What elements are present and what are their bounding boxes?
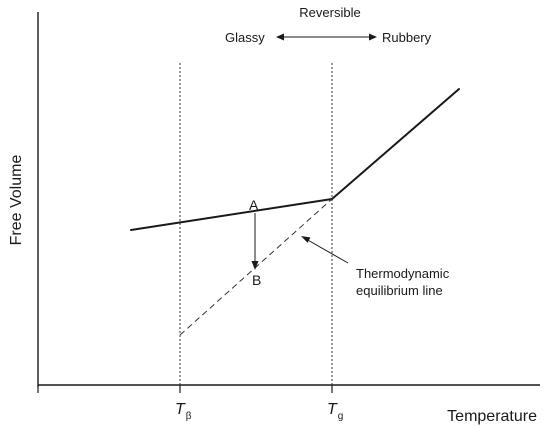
x-axis-label: Temperature	[447, 408, 537, 425]
y-axis-label: Free Volume	[8, 155, 25, 246]
annotation-pointer-arrow	[305, 238, 349, 264]
t-beta-label: Tβ	[175, 401, 192, 422]
point-b-label: B	[252, 272, 261, 288]
reversible-arrowhead-right	[369, 33, 377, 41]
reversible-arrowhead-left	[276, 33, 284, 41]
annotation-pointer-arrowhead	[301, 236, 311, 243]
transition-title: Reversible	[299, 5, 360, 20]
a-to-b-arrowhead	[251, 261, 259, 270]
rubbery-line	[331, 88, 460, 200]
t-beta-subscript: β	[186, 411, 192, 422]
point-a-label: A	[249, 197, 259, 213]
annotation-line-2: equilibrium line	[356, 283, 443, 298]
annotation-line-1: Thermodynamic	[356, 266, 450, 281]
glassy-label: Glassy	[225, 30, 265, 45]
t-g-label: Tg	[327, 401, 343, 422]
rubbery-label: Rubbery	[382, 30, 432, 45]
glassy-line	[130, 198, 333, 231]
t-g-subscript: g	[338, 411, 344, 422]
